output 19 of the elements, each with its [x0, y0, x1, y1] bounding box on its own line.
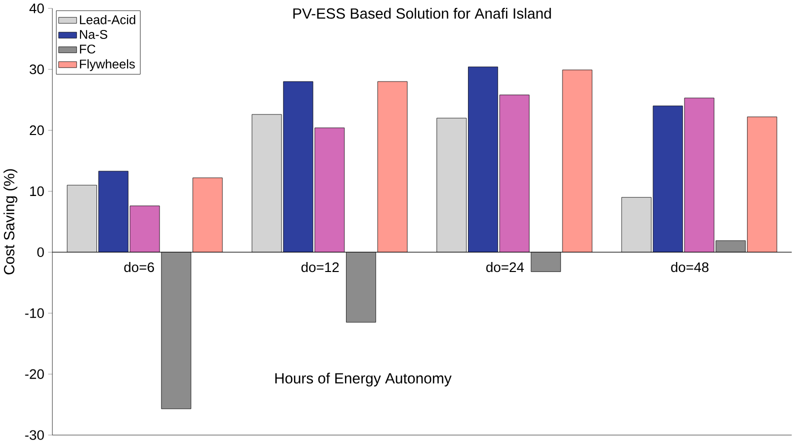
x-tick-label: do=24: [486, 262, 524, 272]
legend-label: Lead-Acid: [80, 14, 136, 24]
legend-label: Flywheels: [80, 59, 135, 71]
y-tick-label: -30: [25, 430, 44, 440]
y-tick-label: -20: [25, 369, 44, 379]
x-tick-label: do=12: [301, 262, 339, 272]
y-tick-label: 10: [30, 186, 44, 196]
x-axis-title: Hours of Energy Autonomy: [275, 372, 452, 386]
y-tick-label: 0: [37, 247, 44, 257]
y-axis-title: Cost Saving (%): [4, 169, 18, 274]
y-tick-label: 40: [29, 3, 44, 14]
chart-title: PV-ESS Based Solution for Anafi Island: [293, 8, 551, 19]
y-tick-label: -10: [25, 308, 44, 318]
legend-label: FC: [80, 44, 96, 54]
y-tick-label: 20: [30, 125, 44, 135]
legend-label: Na-S: [80, 30, 108, 39]
y-tick-label: 30: [30, 64, 44, 74]
x-tick-label: do=48: [671, 262, 708, 272]
x-tick-label: do=6: [124, 262, 154, 272]
